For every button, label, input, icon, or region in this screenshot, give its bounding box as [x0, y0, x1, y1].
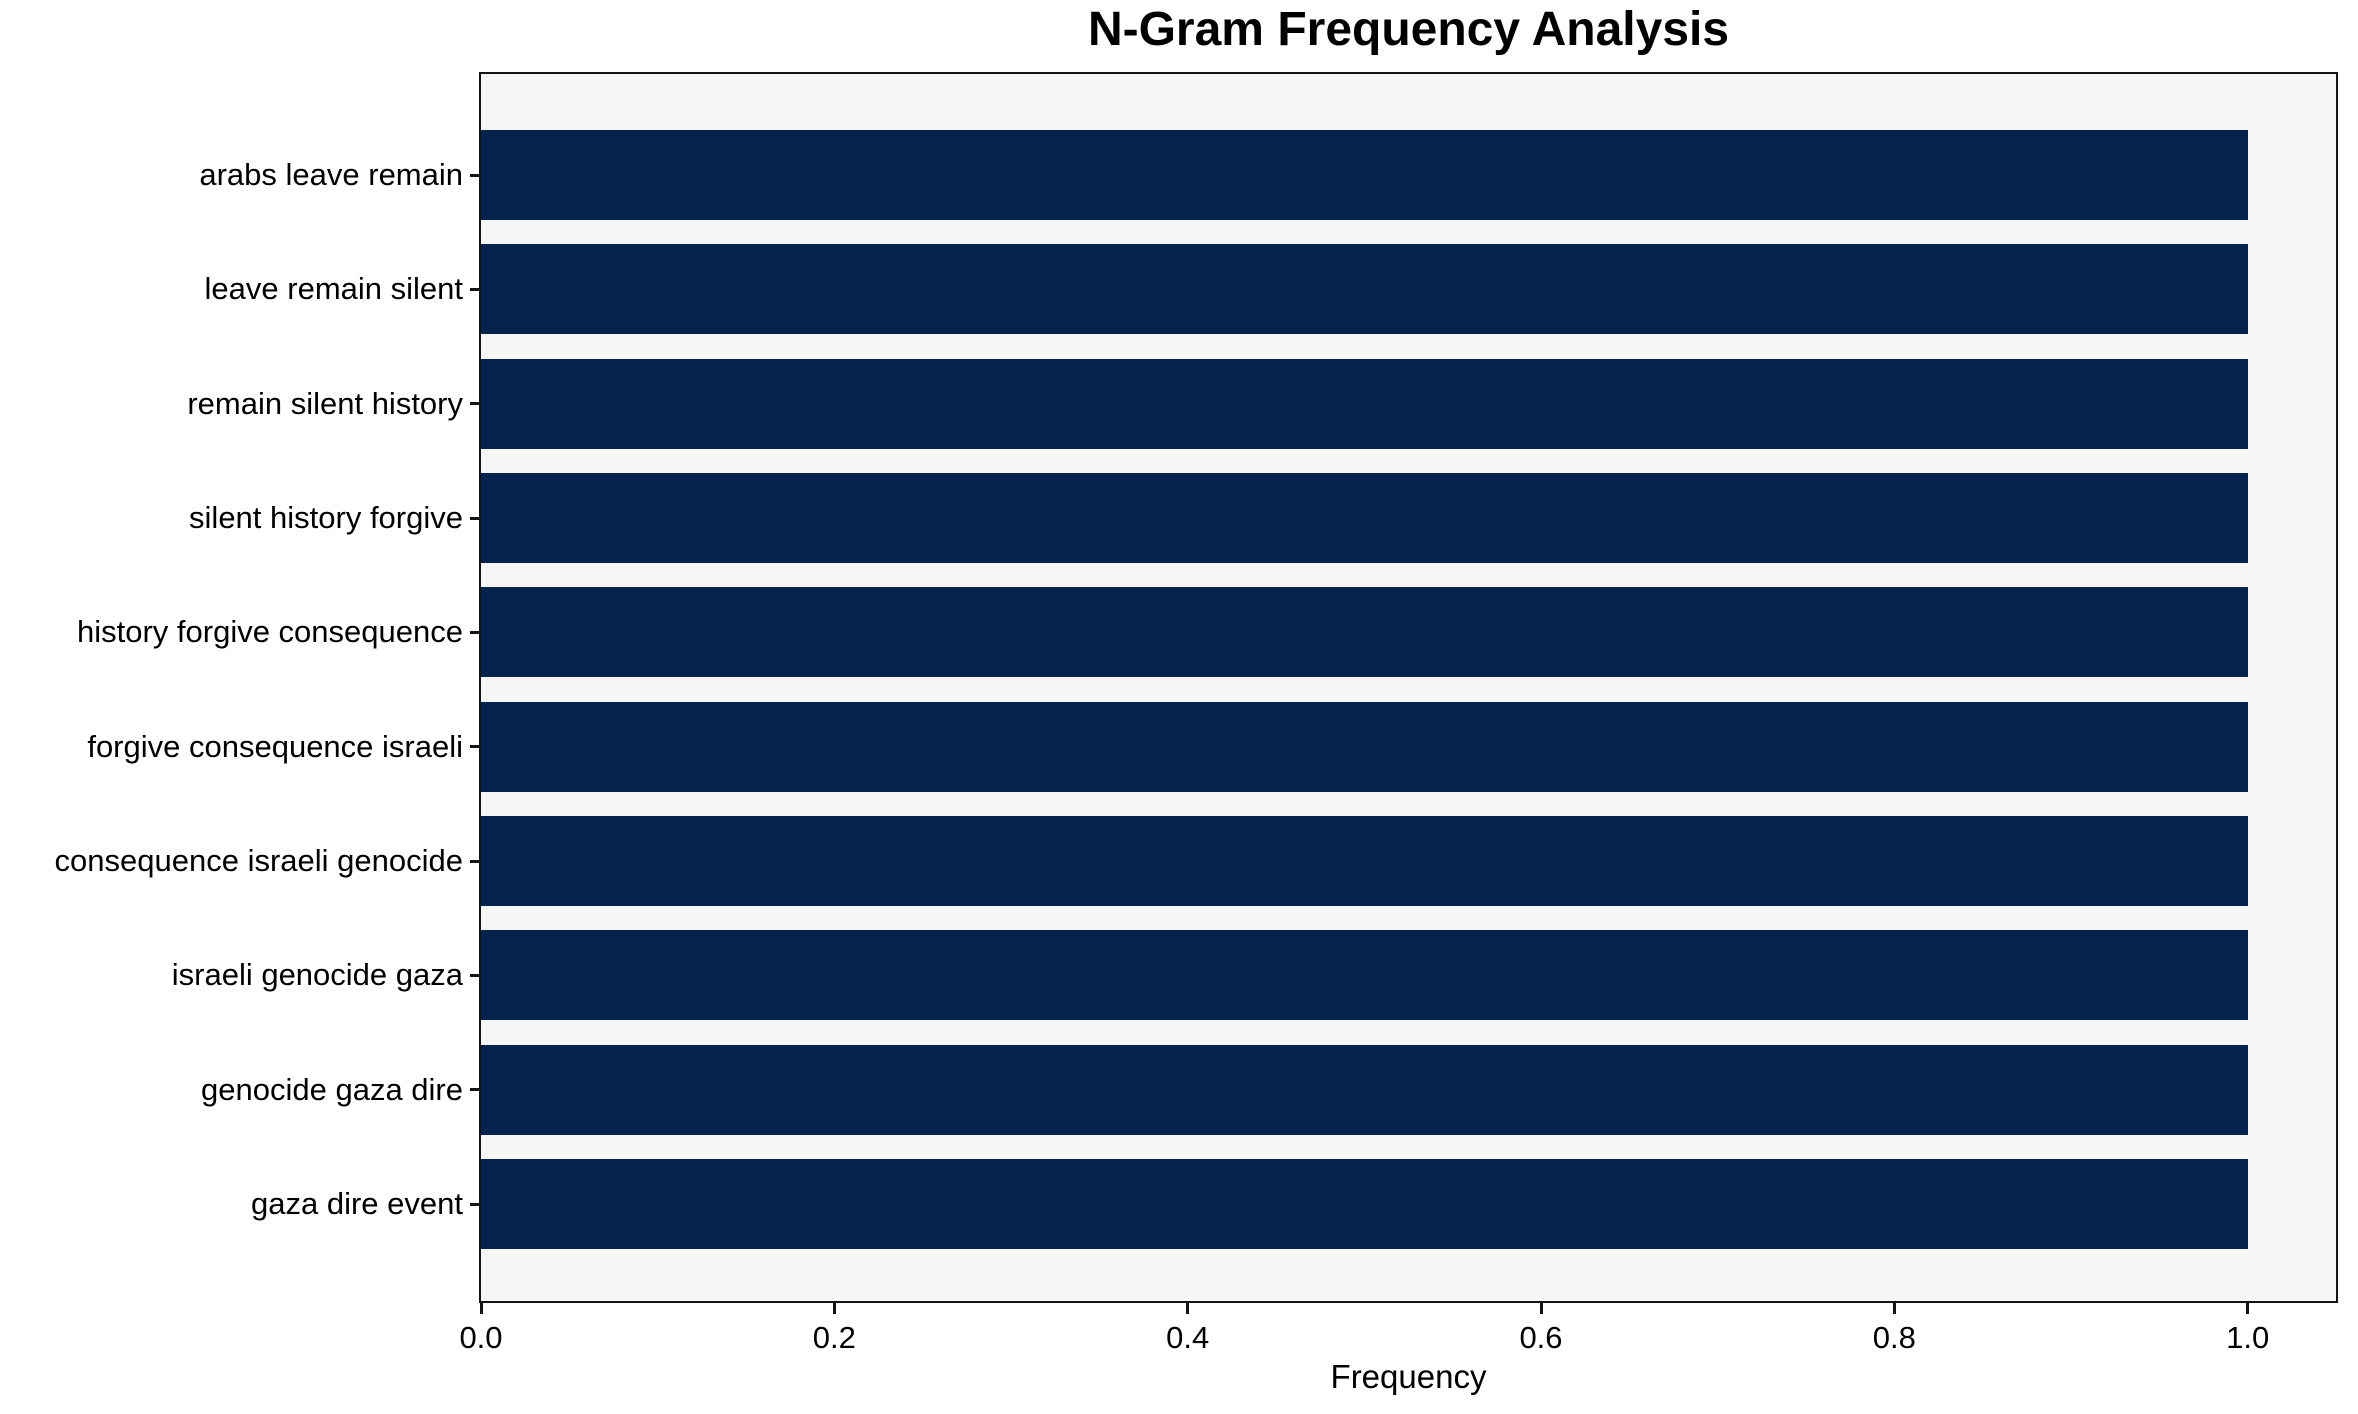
- bar: [481, 244, 2248, 335]
- bar: [481, 1159, 2248, 1250]
- x-tick-label: 1.0: [2226, 1320, 2270, 1355]
- chart-title: N-Gram Frequency Analysis: [1087, 3, 1730, 56]
- x-tick-label: 0.2: [812, 1320, 856, 1355]
- y-tick-label: consequence israeli genocide: [54, 843, 463, 879]
- bar: [481, 358, 2248, 449]
- bar: [481, 930, 2248, 1021]
- x-tick-label: 0.0: [459, 1320, 503, 1355]
- bar: [481, 587, 2248, 678]
- y-tick-mark: [470, 745, 479, 749]
- y-tick-mark: [470, 173, 479, 177]
- x-tick-label: 0.4: [1166, 1320, 1210, 1355]
- x-tick-mark: [2246, 1303, 2250, 1314]
- x-axis-title: Frequency: [1330, 1358, 1487, 1395]
- x-tick-mark: [832, 1303, 836, 1314]
- bar: [481, 701, 2248, 792]
- bar: [481, 816, 2248, 907]
- y-tick-mark: [470, 973, 479, 977]
- bar: [481, 1044, 2248, 1135]
- y-tick-label: history forgive consequence: [76, 614, 463, 650]
- y-tick-label: arabs leave remain: [199, 157, 463, 192]
- y-tick-mark: [470, 630, 479, 634]
- y-tick-label: leave remain silent: [204, 271, 463, 307]
- x-tick-mark: [1892, 1303, 1896, 1314]
- y-tick-mark: [470, 1202, 479, 1206]
- x-tick-label: 0.8: [1872, 1320, 1916, 1355]
- bar: [481, 473, 2248, 564]
- y-tick-label: forgive consequence israeli: [87, 728, 463, 764]
- y-tick-label: genocide gaza dire: [201, 1071, 463, 1107]
- y-tick-mark: [470, 859, 479, 863]
- x-tick-mark: [1186, 1303, 1190, 1314]
- y-tick-mark: [470, 402, 479, 406]
- x-tick-mark: [1539, 1303, 1543, 1314]
- y-tick-label: remain silent history: [187, 385, 463, 421]
- y-tick-mark: [470, 516, 479, 520]
- y-tick-label: silent history forgive: [189, 500, 463, 536]
- y-tick-mark: [470, 287, 479, 291]
- y-tick-label: gaza dire event: [251, 1186, 463, 1222]
- plot-area: [479, 72, 2338, 1303]
- y-tick-label: israeli genocide gaza: [171, 957, 463, 993]
- x-tick-label: 0.6: [1519, 1320, 1563, 1355]
- y-tick-mark: [470, 1088, 479, 1092]
- x-tick-mark: [479, 1303, 483, 1314]
- bar: [481, 130, 2248, 220]
